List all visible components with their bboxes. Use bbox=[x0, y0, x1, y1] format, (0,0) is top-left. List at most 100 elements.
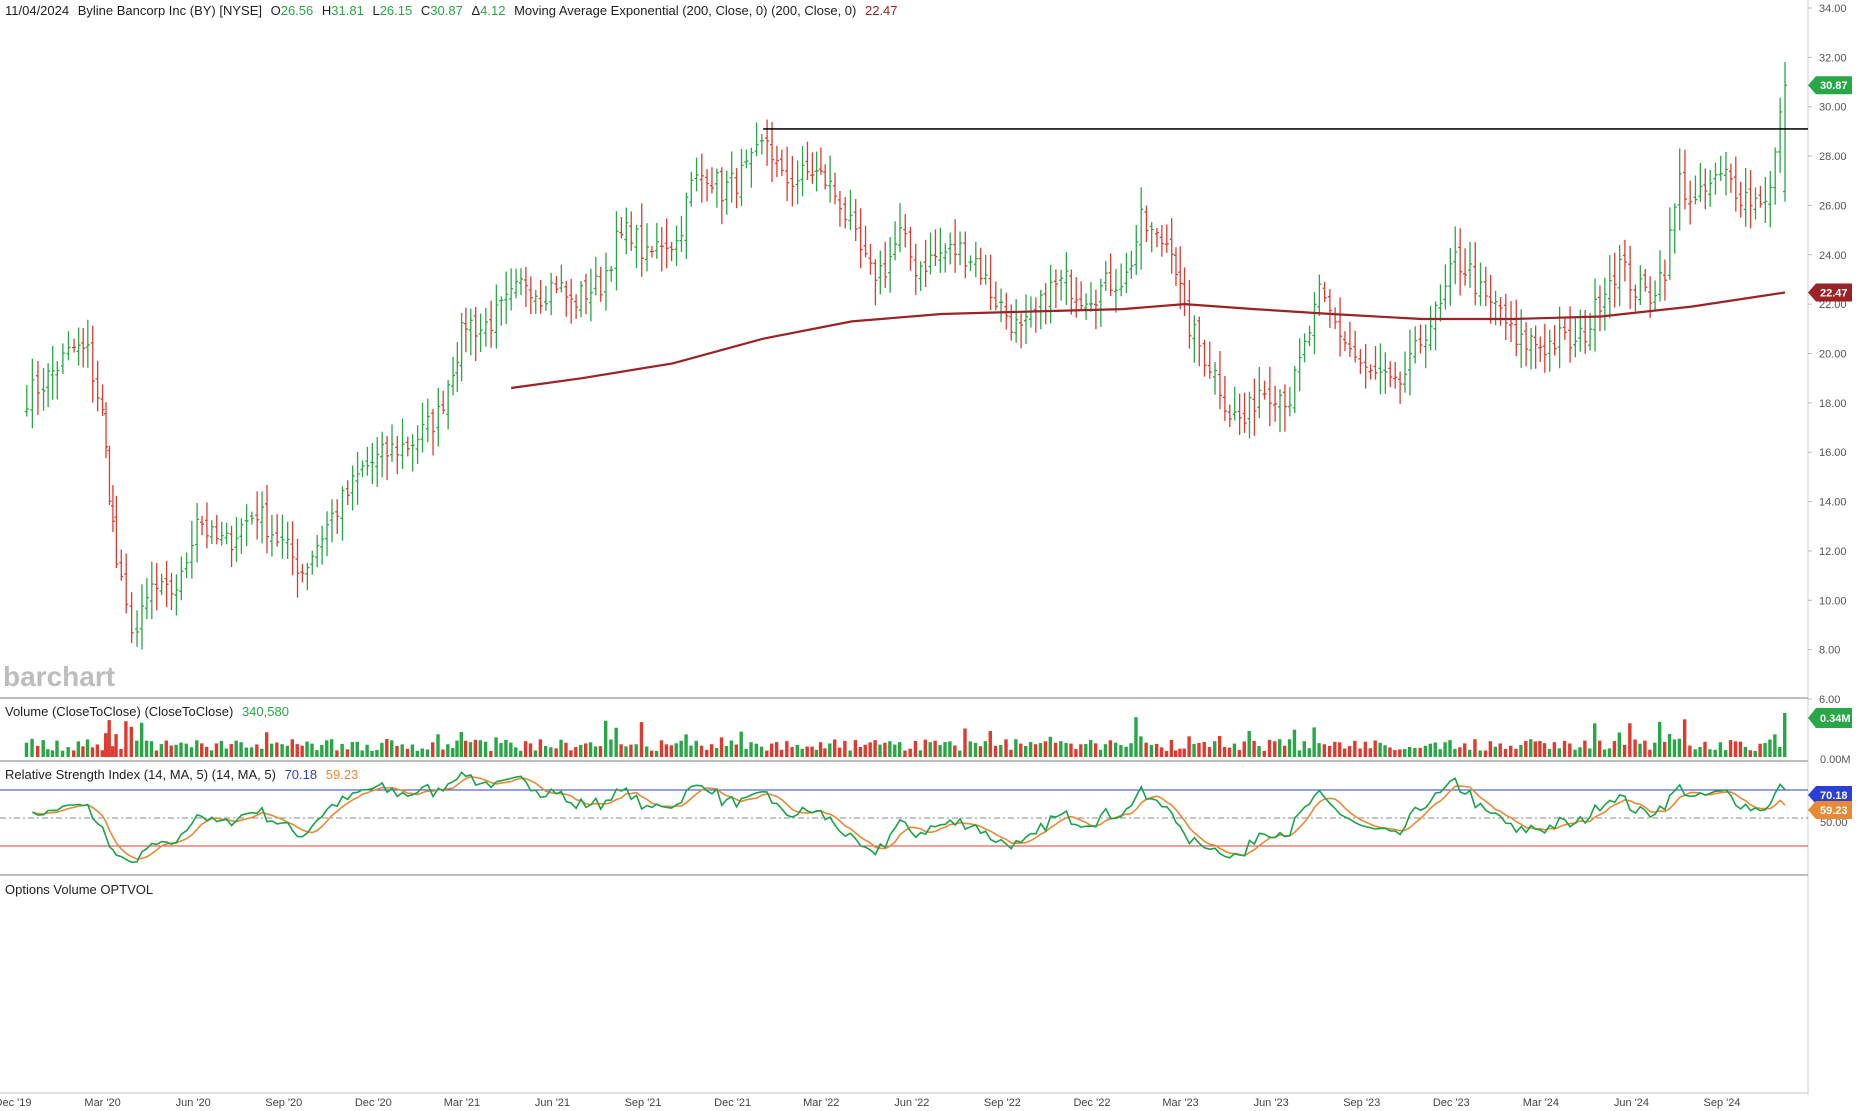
volume-bar bbox=[1093, 743, 1098, 757]
volume-bar bbox=[1638, 743, 1642, 757]
volume-bar bbox=[1079, 744, 1083, 757]
volume-bar bbox=[1398, 749, 1402, 757]
price-bar bbox=[654, 222, 659, 259]
volume-bar bbox=[1542, 743, 1547, 757]
volume-bar bbox=[1282, 745, 1287, 757]
price-tick-label: 10.00 bbox=[1819, 595, 1847, 607]
price-bar bbox=[770, 121, 775, 183]
volume-bar bbox=[1738, 741, 1743, 757]
price-bar bbox=[345, 480, 350, 506]
price-bar bbox=[593, 257, 598, 296]
volume-bar bbox=[229, 744, 233, 757]
price-bar bbox=[280, 514, 285, 559]
price-bar bbox=[1638, 265, 1643, 306]
price-bar bbox=[953, 219, 958, 273]
volume-bar bbox=[269, 743, 274, 757]
price-bar bbox=[1597, 285, 1602, 332]
volume-bar bbox=[1237, 750, 1242, 757]
volume-bar bbox=[1493, 746, 1497, 757]
price-bar bbox=[1064, 251, 1069, 305]
price-bar bbox=[390, 424, 395, 462]
volume-bar bbox=[898, 742, 902, 757]
price-bar bbox=[154, 562, 159, 611]
volume-bar bbox=[1524, 741, 1528, 757]
volume-badge-text: 0.34M bbox=[1820, 713, 1851, 725]
price-bar bbox=[1483, 266, 1488, 307]
price-bar bbox=[260, 491, 265, 544]
volume-bar bbox=[823, 748, 827, 757]
price-bar bbox=[436, 387, 441, 447]
price-tick-label: 24.00 bbox=[1819, 250, 1847, 262]
price-bar bbox=[754, 122, 759, 157]
price-bar bbox=[46, 363, 51, 408]
volume-bar bbox=[95, 744, 100, 757]
volume-bar bbox=[1648, 749, 1652, 757]
price-bar bbox=[219, 521, 224, 546]
volume-bar bbox=[1573, 749, 1577, 757]
time-tick-label: Dec '20 bbox=[355, 1097, 392, 1109]
volume-bar bbox=[918, 750, 923, 757]
volume-bar bbox=[436, 734, 440, 757]
volume-bar bbox=[1607, 748, 1612, 757]
price-bar bbox=[483, 307, 488, 347]
price-bar bbox=[179, 556, 184, 601]
volume-bar bbox=[85, 739, 90, 757]
price-bar bbox=[988, 254, 993, 311]
price-bar bbox=[1488, 274, 1493, 324]
price-bar bbox=[993, 281, 998, 311]
volume-bar bbox=[988, 731, 992, 757]
price-tick-label: 26.00 bbox=[1819, 200, 1847, 212]
time-tick-label: Mar '24 bbox=[1523, 1097, 1559, 1109]
volume-bar bbox=[770, 743, 774, 757]
price-bar bbox=[1273, 385, 1278, 422]
volume-bar bbox=[1768, 739, 1772, 757]
price-bar bbox=[380, 431, 385, 478]
volume-bar bbox=[355, 741, 359, 757]
volume-bar bbox=[1169, 739, 1174, 757]
price-bar bbox=[968, 255, 973, 272]
volume-bar bbox=[1103, 744, 1108, 757]
volume-bar bbox=[554, 748, 558, 757]
volume-bar bbox=[1713, 749, 1717, 757]
price-bar bbox=[518, 268, 523, 296]
price-bar bbox=[1363, 343, 1368, 389]
volume-bar bbox=[868, 742, 872, 757]
volume-bar bbox=[679, 740, 683, 757]
volume-bar bbox=[1682, 719, 1687, 757]
price-bar bbox=[214, 514, 219, 545]
price-tick-label: 14.00 bbox=[1819, 497, 1847, 509]
price-bar bbox=[514, 268, 519, 299]
price-bar bbox=[169, 572, 174, 611]
price-bar bbox=[1542, 323, 1547, 373]
price-bar bbox=[1098, 278, 1103, 327]
volume-bar bbox=[1257, 746, 1261, 757]
price-bar bbox=[239, 518, 244, 554]
header-open-label: O bbox=[271, 3, 281, 18]
price-bar bbox=[355, 452, 360, 505]
volume-bar bbox=[714, 748, 719, 757]
price-bar bbox=[255, 491, 260, 540]
price-bar bbox=[174, 574, 179, 616]
volume-bar bbox=[774, 742, 779, 757]
price-bar bbox=[833, 172, 838, 205]
header-low: 26.15 bbox=[380, 3, 413, 18]
volume-bar bbox=[1498, 743, 1502, 757]
volume-bar bbox=[963, 728, 967, 757]
price-bar bbox=[1458, 228, 1463, 296]
volume-bar bbox=[933, 740, 937, 757]
volume-bar bbox=[1519, 745, 1523, 757]
price-bar bbox=[1192, 315, 1197, 363]
volume-bar bbox=[810, 746, 814, 757]
price-bar bbox=[1418, 324, 1423, 354]
volume-bar bbox=[129, 726, 134, 757]
volume-bar bbox=[1207, 747, 1212, 757]
volume-bar bbox=[473, 739, 478, 757]
volume-bar bbox=[908, 748, 912, 757]
price-bar bbox=[1728, 163, 1733, 193]
price-bar bbox=[114, 495, 119, 569]
price-bar bbox=[1607, 255, 1612, 319]
volume-bar bbox=[1667, 733, 1672, 757]
price-tick-label: 18.00 bbox=[1819, 398, 1847, 410]
price-bar bbox=[1622, 239, 1627, 282]
price-bar bbox=[805, 141, 810, 181]
